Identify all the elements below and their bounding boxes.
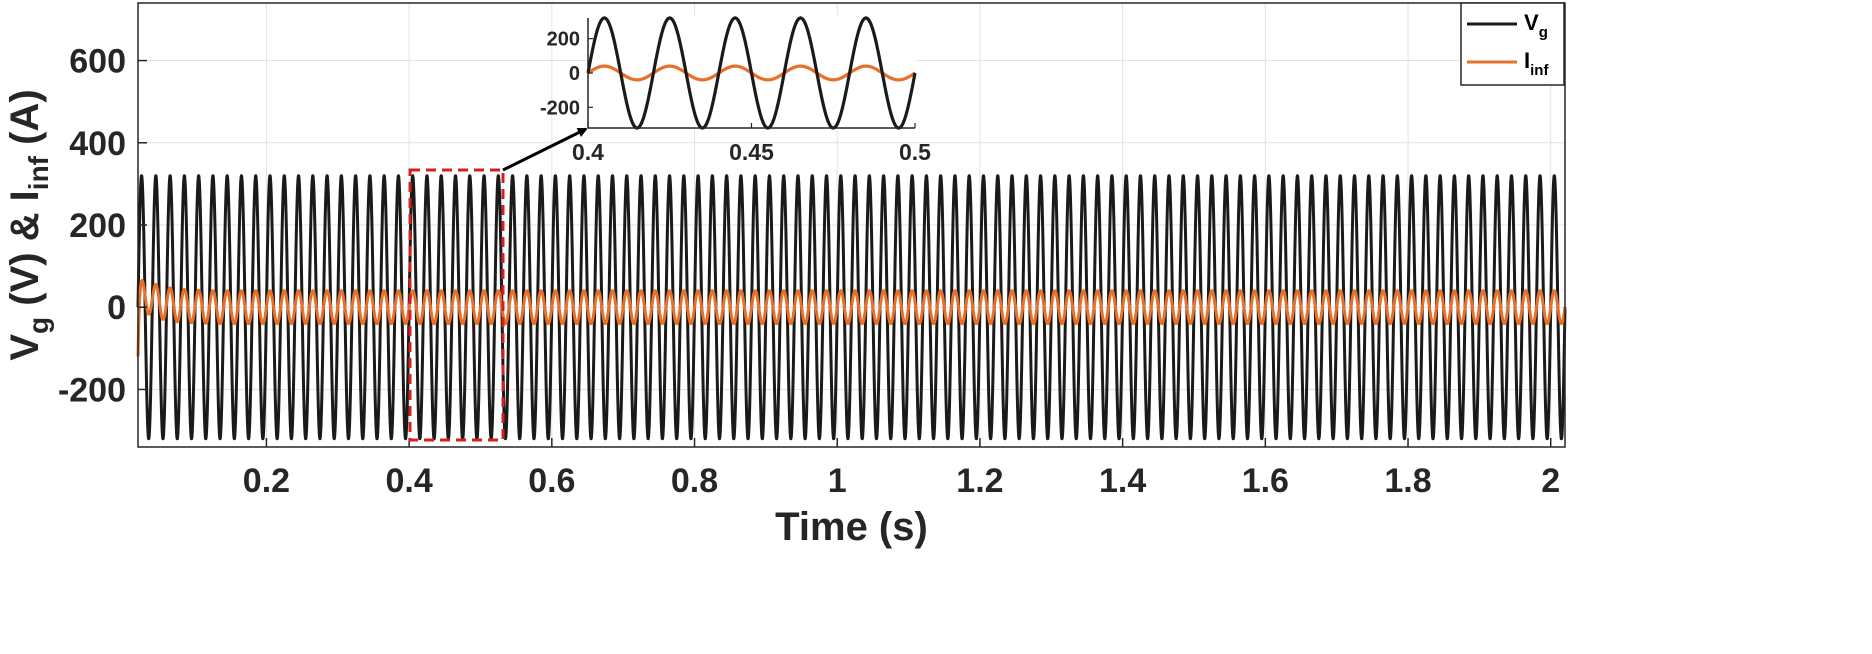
legend-label: Iinf <box>1524 48 1549 79</box>
inset-y-tick-label: 0 <box>569 63 580 85</box>
x-tick-label: 2 <box>1541 462 1560 500</box>
legend-label-sub: inf <box>1530 62 1549 79</box>
zoom-arrow <box>502 127 588 172</box>
y-label-part2: (V) & I <box>3 190 47 317</box>
inset-x-tick-label: 0.5 <box>899 139 931 165</box>
legend-label-main: I <box>1524 48 1530 73</box>
x-tick-label: 0.8 <box>671 462 718 500</box>
x-tick-label: 0.6 <box>528 462 575 500</box>
x-tick-label: 0.2 <box>243 462 290 500</box>
x-axis-label: Time (s) <box>775 505 928 549</box>
main-ticks: 0.2 0.4 0.6 0.8 1 1.2 1.4 1.6 1.8 2 -200 0 200 400 600 <box>58 43 1560 500</box>
y-tick-label: 600 <box>69 43 126 81</box>
inset-x-tick-label: 0.45 <box>729 139 774 165</box>
y-label-sub2: inf <box>23 155 54 190</box>
inset-x-tick-label: 0.4 <box>572 139 604 165</box>
y-tick-label: 200 <box>69 207 126 245</box>
y-tick-label: 0 <box>107 289 126 327</box>
zoom-rectangle <box>408 168 505 442</box>
zoom-region-box <box>408 127 588 442</box>
y-tick-label: -200 <box>58 371 126 409</box>
x-tick-label: 0.4 <box>385 462 432 500</box>
y-label-sub1: g <box>23 317 54 334</box>
y-label-part3: (A) <box>3 89 47 156</box>
inset-series-line <box>586 16 917 130</box>
x-tick-label: 1 <box>828 462 847 500</box>
series-line-iinf <box>136 279 1567 357</box>
inset-chart: -200 0 200 0.4 0.45 0.5 <box>540 16 931 165</box>
x-tick-label: 1.8 <box>1384 462 1431 500</box>
inset-y-tick-label: -200 <box>540 97 580 119</box>
legend-label-main: V <box>1524 10 1539 35</box>
x-tick-label: 1.4 <box>1099 462 1146 500</box>
legend-label-sub: g <box>1539 24 1548 41</box>
x-tick-label: 1.2 <box>956 462 1003 500</box>
inset-y-tick-label: 200 <box>547 29 580 51</box>
legend-box <box>1460 2 1565 86</box>
y-label-part1: V <box>3 334 47 361</box>
y-axis-label: Vg (V) & Iinf (A) <box>3 89 54 360</box>
legend-label: Vg <box>1524 10 1548 41</box>
main-series <box>136 174 1567 441</box>
y-tick-label: 400 <box>69 125 126 163</box>
x-tick-label: 1.6 <box>1242 462 1289 500</box>
